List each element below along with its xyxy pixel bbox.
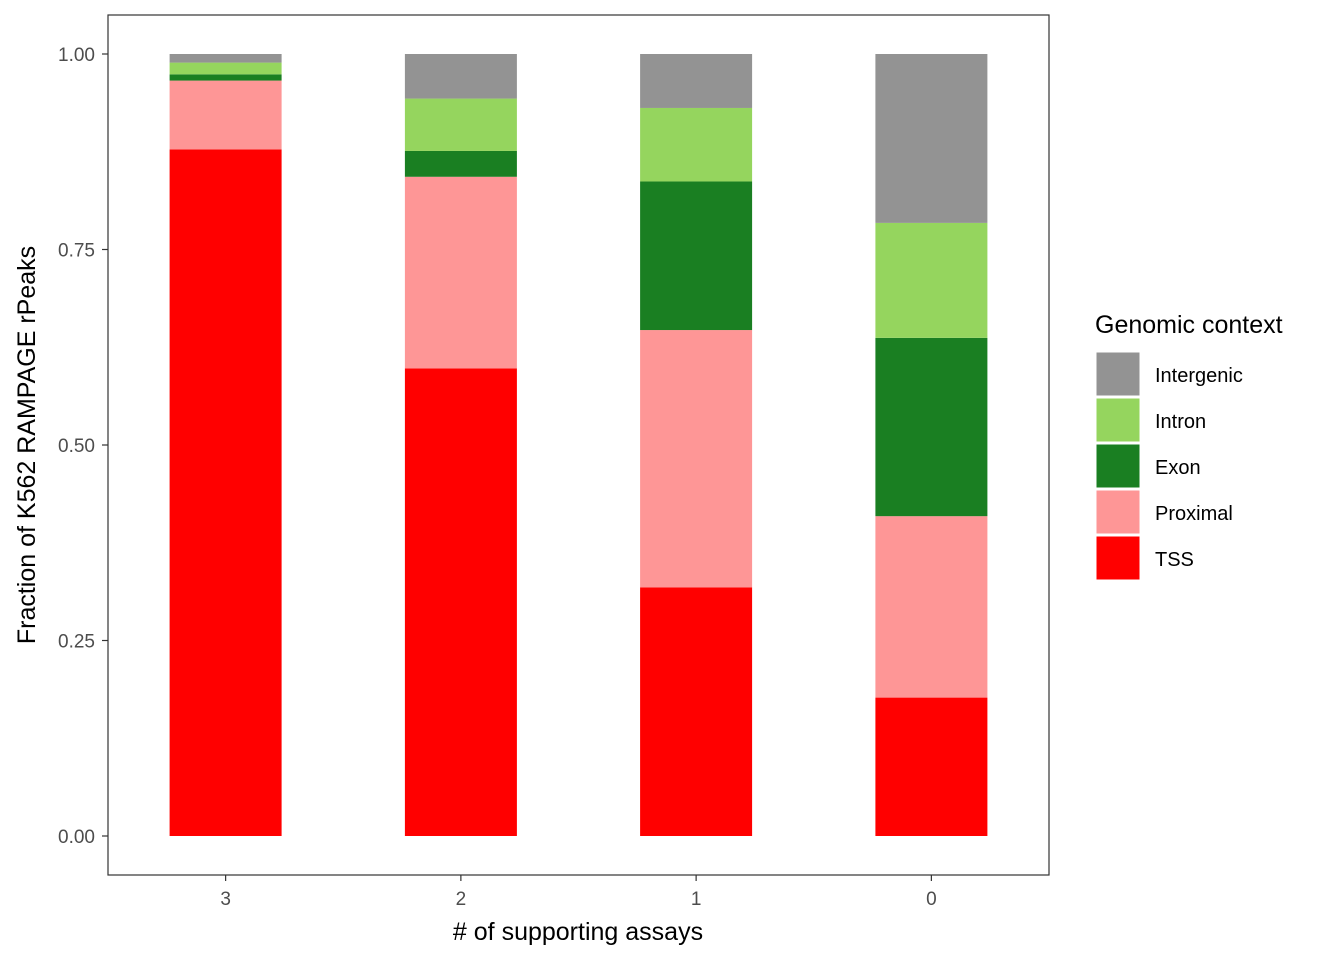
bar-segment-tss-0 [875, 697, 988, 836]
bar-segment-intron-1 [640, 107, 753, 182]
bar-segment-tss-2 [404, 368, 517, 836]
legend-label-intron: Intron [1155, 411, 1206, 433]
x-axis: 3 2 1 0 [220, 875, 937, 910]
legend-key-intron [1095, 397, 1141, 443]
legend-key-intergenic [1095, 351, 1141, 397]
y-tick-label: 1.00 [58, 45, 95, 66]
legend-label-proximal: Proximal [1155, 503, 1233, 525]
y-axis-title: Fraction of K562 RAMPAGE rPeaks [13, 246, 41, 644]
legend: Genomic context Intergenic Intron Exon Prox… [1095, 311, 1283, 581]
legend-title: Genomic context [1095, 311, 1283, 339]
bar-segment-exon-1 [640, 181, 753, 331]
legend-key-exon [1095, 443, 1141, 489]
bar-segment-intergenic-2 [404, 54, 517, 99]
bar-segment-tss-1 [640, 587, 753, 836]
bar-segment-exon-0 [875, 337, 988, 517]
y-tick-label: 0.00 [58, 827, 95, 848]
y-axis: 0.00 0.25 0.50 0.75 1.00 [58, 45, 108, 848]
legend-label-tss: TSS [1155, 549, 1194, 571]
bar-segment-intergenic-0 [875, 54, 988, 223]
x-tick-label: 3 [220, 889, 231, 910]
bar-segment-intergenic-3 [169, 54, 282, 63]
legend-key-tss [1095, 535, 1141, 581]
bar-segment-proximal-1 [640, 330, 753, 588]
bar-segment-intergenic-1 [640, 54, 753, 108]
bar-segment-intron-3 [169, 62, 282, 75]
bar-segment-proximal-3 [169, 80, 282, 150]
x-axis-title: # of supporting assays [453, 918, 703, 946]
x-tick-label: 2 [456, 889, 467, 910]
y-tick-label: 0.75 [58, 241, 95, 262]
x-tick-label: 1 [691, 889, 702, 910]
legend-key-proximal [1095, 489, 1141, 535]
legend-label-exon: Exon [1155, 457, 1201, 479]
bar-segment-exon-2 [404, 150, 517, 177]
bar-segment-proximal-0 [875, 516, 988, 698]
bar-segment-intron-0 [875, 222, 988, 338]
bar-segment-proximal-2 [404, 176, 517, 369]
bar-segment-intron-2 [404, 98, 517, 151]
bar-segment-tss-3 [169, 149, 282, 836]
legend-label-intergenic: Intergenic [1155, 365, 1243, 387]
bar-segment-exon-3 [169, 74, 282, 81]
y-tick-label: 0.50 [58, 436, 95, 457]
x-tick-label: 0 [926, 889, 937, 910]
bars [169, 54, 988, 836]
y-tick-label: 0.25 [58, 632, 95, 653]
